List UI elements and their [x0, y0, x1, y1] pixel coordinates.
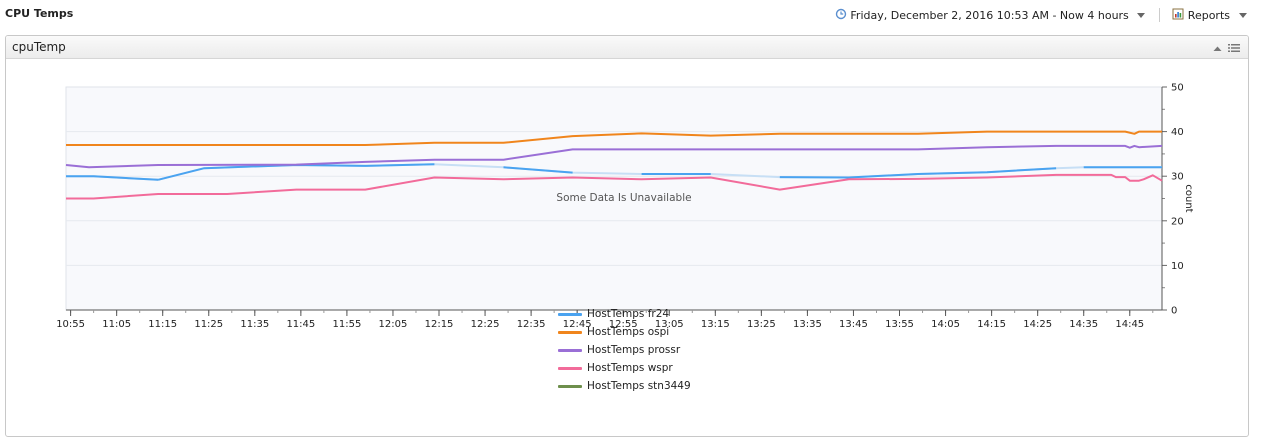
unavailable-note: Some Data Is Unavailable [556, 192, 691, 204]
legend-label: HostTemps fr24 [587, 308, 670, 320]
x-tick-label: 14:35 [1069, 319, 1098, 330]
legend-swatch [558, 312, 582, 316]
x-tick-label: 13:25 [747, 319, 776, 330]
reports-label: Reports [1187, 8, 1230, 22]
legend-swatch [558, 330, 582, 334]
timerange-label: Friday, December 2, 2016 10:53 AM - Now … [850, 8, 1129, 22]
legend-swatch [558, 366, 582, 370]
x-tick-label: 12:25 [471, 319, 500, 330]
line-chart: 0 10 20 30 40 50 10:55 11:05 11:15 11:25 11:35 11:4… [56, 83, 1194, 331]
series-line-hosttemps-ospi [66, 130, 1162, 146]
series-line-hosttemps-fr24 [503, 166, 573, 174]
legend-item[interactable]: HostTemps stn3449 [558, 377, 691, 395]
timerange-selector[interactable]: Friday, December 2, 2016 10:53 AM - Now … [835, 8, 1145, 23]
x-tick-label: 14:05 [931, 319, 960, 330]
y-axis-label: count [1183, 184, 1194, 212]
x-tick-label: 12:45 [563, 319, 592, 330]
legend-label: HostTemps wspr [587, 362, 673, 374]
x-tick-label: 11:25 [194, 319, 223, 330]
y-tick-label: 30 [1171, 172, 1184, 183]
series-line-hosttemps-wspr [66, 173, 1163, 200]
x-tick-label: 12:55 [609, 319, 638, 330]
x-tick-label: 13:55 [885, 319, 914, 330]
panel-title: cpuTemp [12, 40, 66, 54]
legend-item[interactable]: HostTemps prossr [558, 341, 691, 359]
menu-icon[interactable] [1228, 38, 1240, 57]
y-tick-label: 40 [1171, 127, 1184, 138]
series-line-hosttemps-fr24 [779, 167, 1057, 179]
x-tick-label: 13:05 [655, 319, 684, 330]
y-tick-label: 10 [1171, 261, 1184, 272]
x-tick-label: 11:05 [102, 319, 131, 330]
y-tick-label: 20 [1171, 216, 1184, 227]
x-tick-label: 11:35 [240, 319, 269, 330]
legend-swatch [558, 384, 582, 388]
report-icon [1172, 8, 1184, 23]
x-tick-label: 13:45 [839, 319, 868, 330]
legend-item[interactable]: HostTemps ospi [558, 323, 691, 341]
legend-item[interactable]: HostTemps fr24 [558, 305, 691, 323]
panel-header: cpuTemp [6, 36, 1248, 59]
page-title: CPU Temps [5, 7, 74, 20]
x-tick-label: 14:25 [1023, 319, 1052, 330]
y-tick-label: 0 [1171, 306, 1177, 317]
divider [1158, 8, 1160, 22]
chart-legend: HostTemps fr24 HostTemps ospi HostTemps pr… [558, 305, 691, 395]
x-tick-label: 11:45 [286, 319, 315, 330]
legend-label: HostTemps stn3449 [587, 380, 691, 392]
chevron-down-icon [1239, 12, 1247, 18]
x-tick-label: 14:45 [1115, 319, 1144, 330]
x-tick-label: 11:55 [332, 319, 361, 330]
legend-item[interactable]: HostTemps wspr [558, 359, 691, 377]
x-tick-label: 12:15 [425, 319, 454, 330]
x-tick-label: 12:05 [379, 319, 408, 330]
x-tick-label: 10:55 [56, 319, 85, 330]
x-tick-label: 13:15 [701, 319, 730, 330]
legend-label: HostTemps prossr [587, 344, 681, 356]
x-tick-label: 11:15 [148, 319, 177, 330]
collapse-icon[interactable] [1213, 38, 1222, 57]
series-line-hosttemps-fr24 [66, 175, 159, 181]
x-tick-label: 13:35 [793, 319, 822, 330]
legend-label: HostTemps ospi [587, 326, 670, 338]
legend-swatch [558, 348, 582, 352]
top-controls: Friday, December 2, 2016 10:53 AM - Now … [835, 6, 1247, 24]
panel-tools [1213, 38, 1240, 57]
clock-icon [835, 8, 847, 23]
x-tick-label: 14:15 [977, 319, 1006, 330]
reports-menu[interactable]: Reports [1172, 8, 1247, 23]
y-tick-label: 50 [1171, 83, 1184, 94]
series-line-hosttemps-prossr [65, 144, 1163, 169]
plot-area [65, 86, 1163, 311]
chevron-down-icon [1136, 12, 1145, 18]
x-tick-label: 12:35 [517, 319, 546, 330]
